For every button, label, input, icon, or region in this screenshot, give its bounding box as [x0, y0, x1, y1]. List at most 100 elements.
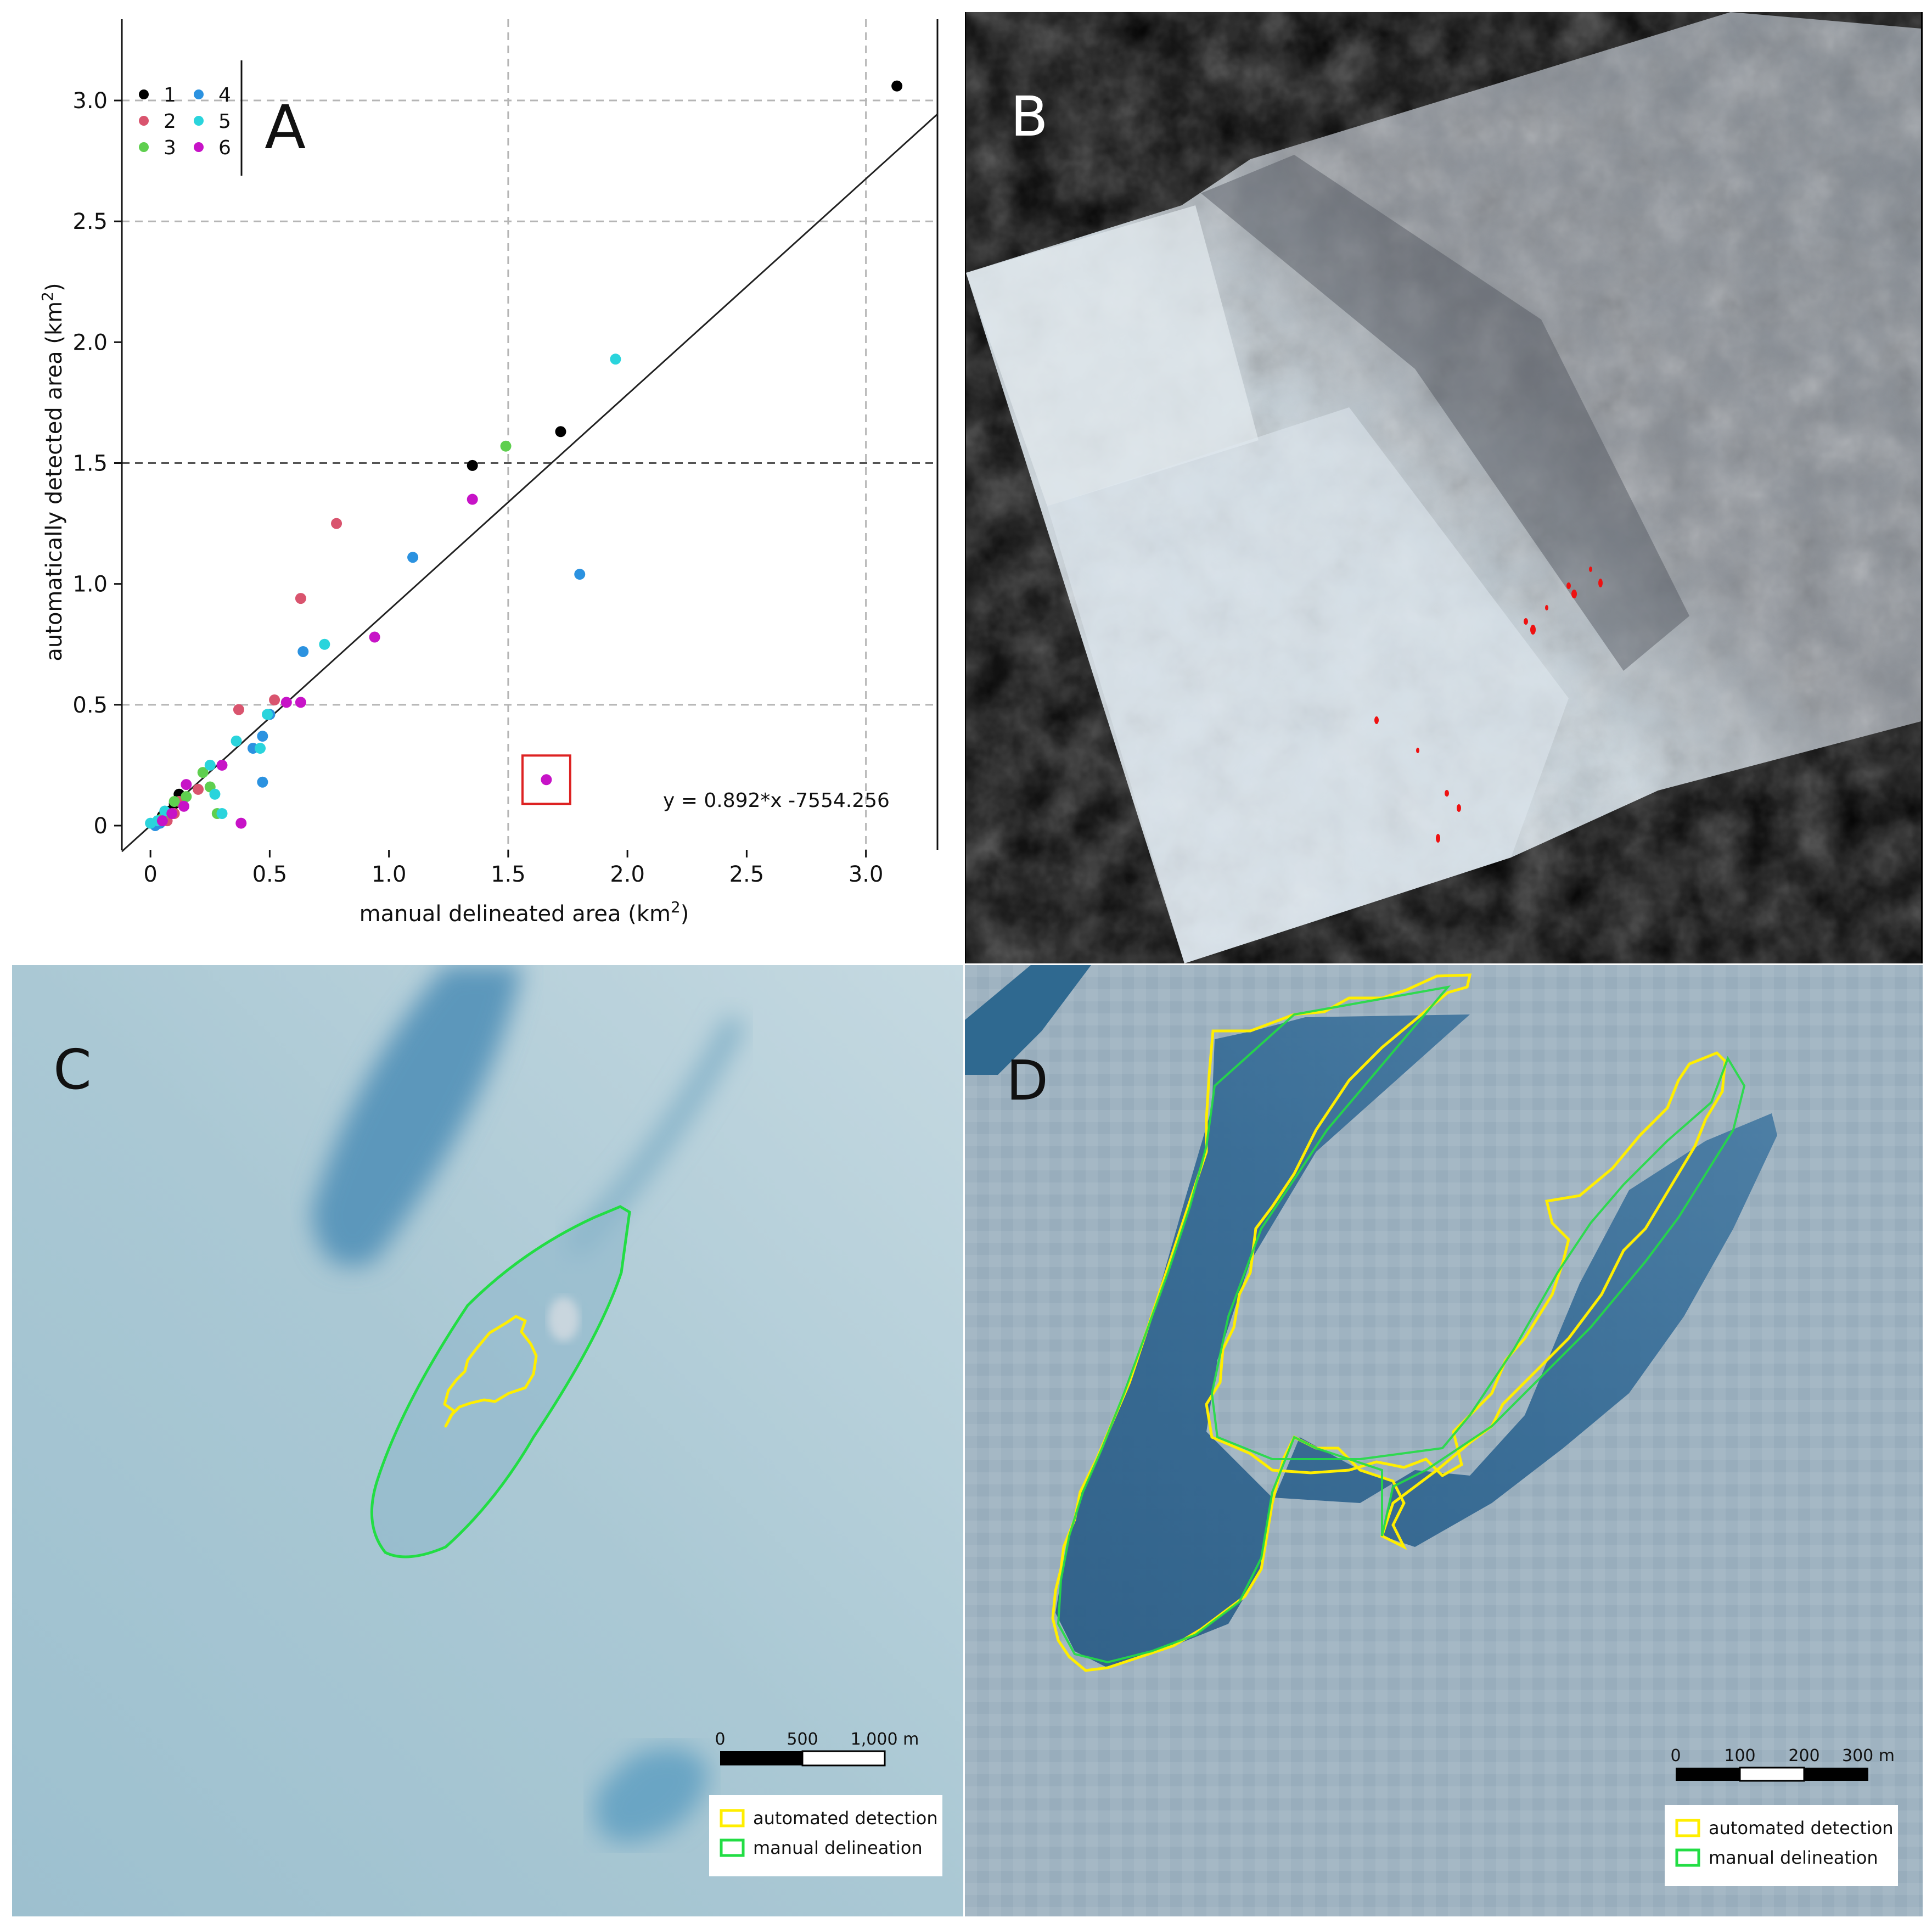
- series-5-point-1: [319, 638, 330, 650]
- legend-label-1: 1: [164, 84, 176, 106]
- series-6-point-6: [216, 759, 228, 771]
- series-1-point-1: [467, 459, 478, 471]
- dark-channel-corner: [965, 965, 1091, 1075]
- legend-label-automated: automated detection: [1709, 1818, 1894, 1838]
- y-tick-label-2: 1.0: [72, 572, 108, 597]
- series-3-point-7: [169, 795, 180, 807]
- series-4-point-5: [257, 776, 268, 788]
- series-3-point-4: [181, 791, 192, 803]
- panel-a-scatter-chart: 0 0.5 1.0 1.5 2.0 2.5 3.0 0 0.5 1.0 1.5 2.0 2.5 3.0 1…: [0, 0, 963, 963]
- legend-swatch-manual: [1675, 1848, 1700, 1867]
- series-6-point-3: [295, 697, 306, 708]
- scale-tick-2: 1,000 m: [851, 1730, 919, 1749]
- legend-swatch-automated: [720, 1809, 745, 1827]
- satellite-mosaic: B: [966, 12, 1921, 963]
- fit-line-layer: [121, 113, 939, 853]
- y-tick-label-4: 2.0: [72, 330, 108, 355]
- legend-swatch-manual: [720, 1838, 745, 1857]
- series-4-point-4: [257, 731, 268, 742]
- series-5-point-2: [231, 735, 242, 747]
- series-1-point-2: [555, 426, 566, 438]
- x-tick-label-5: 2.5: [729, 862, 765, 887]
- legend-background: [1665, 1805, 1898, 1886]
- legend-background: [709, 1795, 942, 1876]
- scale-tick-1: 500: [787, 1730, 818, 1749]
- x-tick-label-6: 3.0: [849, 862, 884, 887]
- points-layer: [145, 80, 903, 831]
- y-tick-label-6: 3.0: [72, 88, 108, 114]
- scale-bar-segment-3: [1804, 1768, 1868, 1781]
- mosaic-light-tile: [966, 205, 1259, 506]
- panel-letter-a: A: [265, 92, 306, 162]
- manual-delineation-outline: [370, 1205, 631, 1558]
- series-6-point-10: [156, 815, 168, 827]
- y-axis-label: automatically detected area (km2): [38, 283, 67, 661]
- legend-marker-4: [194, 89, 204, 99]
- legend-marker-6: [194, 142, 204, 152]
- scatter-plot: 0 0.5 1.0 1.5 2.0 2.5 3.0 0 0.5 1.0 1.5 2.0 2.5 3.0 1…: [38, 19, 939, 927]
- scale-bar-d: 0 100 200 300 m: [1670, 1746, 1895, 1782]
- x-tick-label-4: 2.0: [610, 862, 645, 887]
- y-tick-label-3: 1.5: [72, 451, 108, 476]
- legend-label-3: 3: [164, 137, 176, 159]
- scale-bar-segment-1: [1676, 1768, 1740, 1781]
- legend-label-6: 6: [218, 137, 231, 159]
- y-tick-label-0: 0: [94, 814, 108, 839]
- automated-detection-outline: [1051, 973, 1727, 1672]
- series-2-point-1: [295, 593, 306, 604]
- series-6-point-8: [178, 800, 189, 812]
- mosaic-dark-band: [1201, 155, 1689, 671]
- panel-b-satellite-image: B: [965, 12, 1923, 963]
- mosaic-light-lower: [1047, 407, 1569, 963]
- y-tick-label-1: 0.5: [72, 693, 108, 718]
- series-5-point-6: [216, 808, 228, 819]
- series-2-point-2: [233, 704, 244, 715]
- x-tick-label-2: 1.0: [372, 862, 407, 887]
- dark-lake-upper: [311, 965, 523, 1267]
- scale-tick-3: 300 m: [1842, 1746, 1895, 1765]
- axes-layer: 0 0.5 1.0 1.5 2.0 2.5 3.0 0 0.5 1.0 1.5 2.0 2.5 3.0: [72, 19, 939, 887]
- panel-c-lake-detail: C 0 500 1,000 m automated detection manu…: [12, 965, 963, 1916]
- scale-bar-c: 0 500 1,000 m: [715, 1730, 919, 1767]
- legend-label-4: 4: [218, 84, 231, 106]
- scale-tick-2: 200: [1788, 1746, 1819, 1765]
- dark-lake-lower: [594, 1747, 709, 1843]
- map-legend-d: automated detection manual delineation: [1665, 1805, 1898, 1886]
- legend-swatch-automated: [1675, 1819, 1700, 1837]
- y-tick-label-5: 2.5: [72, 209, 108, 234]
- series-5-point-3: [255, 743, 266, 754]
- series-2-point-0: [331, 518, 342, 529]
- series-5-point-4: [262, 709, 273, 720]
- x-tick-label-1: 0.5: [252, 862, 288, 887]
- scale-bar-segment-white: [801, 1750, 886, 1767]
- series-3-point-5: [197, 767, 209, 778]
- detected-lakes: [1374, 567, 1603, 843]
- lake-water: [1055, 1014, 1777, 1668]
- lake-detail-image: C 0 500 1,000 m automated detection manu…: [12, 965, 963, 1916]
- panel-d-lake-pixel-detail: D 0 100 200 300 m automated detection ma…: [965, 965, 1923, 1916]
- legend-marker-2: [139, 116, 149, 126]
- scale-tick-0: 0: [715, 1730, 725, 1749]
- regression-fit-line: [121, 113, 939, 853]
- legend-label-manual: manual delineation: [1709, 1847, 1878, 1868]
- automated-detection-outline: [443, 1315, 538, 1428]
- scale-bar-segment-2: [1739, 1767, 1805, 1782]
- lake-body: [372, 1207, 630, 1557]
- series-2-point-7: [193, 783, 204, 795]
- series-3-point-0: [500, 440, 512, 452]
- series-4-point-1: [407, 552, 419, 563]
- outlier-highlight-box: [521, 754, 571, 805]
- series-5-point-0: [610, 354, 621, 365]
- scale-tick-1: 100: [1724, 1746, 1755, 1765]
- panel-letter-b: B: [1010, 85, 1048, 149]
- legend-marker-3: [139, 142, 149, 152]
- ice-patch: [548, 1297, 579, 1341]
- series-6-point-0: [541, 774, 552, 786]
- legend-label-automated: automated detection: [753, 1808, 938, 1829]
- series-5-point-7: [209, 788, 221, 800]
- series-4-point-0: [574, 569, 586, 580]
- x-tick-label-0: 0: [143, 862, 157, 887]
- panel-letter-d: D: [1006, 1049, 1048, 1113]
- series-6-point-1: [467, 494, 478, 505]
- legend-marker-1: [139, 89, 149, 99]
